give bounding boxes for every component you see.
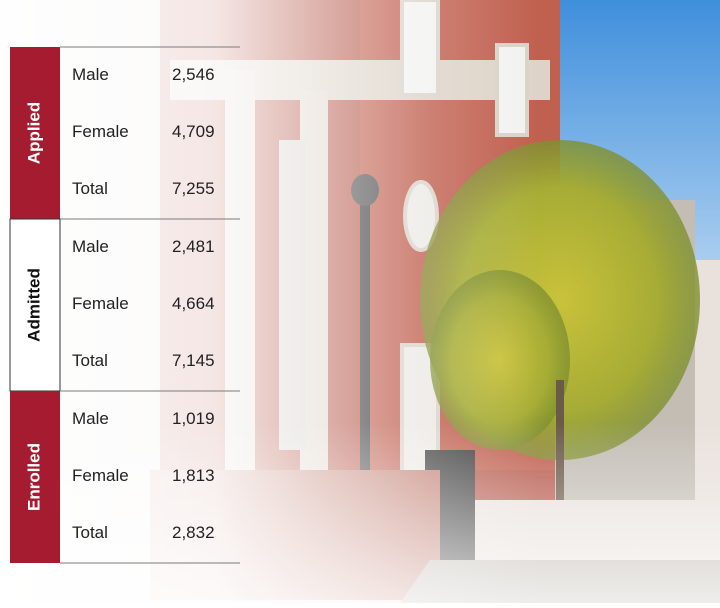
page: Applied Male 2,546 Female 4,709 Total 7,255 Adm… (0, 0, 720, 603)
row-label: Male (72, 409, 109, 428)
row-label: Female (72, 466, 129, 485)
row-value: 1,019 (172, 409, 215, 428)
row-label: Total (72, 523, 108, 542)
group-label: Admitted (24, 268, 43, 342)
row-value: 2,832 (172, 523, 215, 542)
group-label: Enrolled (24, 443, 43, 511)
row-value: 2,481 (172, 237, 215, 256)
row-value: 7,255 (172, 179, 215, 198)
row-label: Male (72, 237, 109, 256)
row-value: 4,664 (172, 294, 215, 313)
row-label: Female (72, 294, 129, 313)
group-label: Applied (24, 102, 43, 164)
row-value: 2,546 (172, 65, 215, 84)
row-label: Total (72, 179, 108, 198)
row-label: Male (72, 65, 109, 84)
row-value: 4,709 (172, 122, 215, 141)
row-label: Female (72, 122, 129, 141)
row-label: Total (72, 351, 108, 370)
row-value: 1,813 (172, 466, 215, 485)
row-value: 7,145 (172, 351, 215, 370)
